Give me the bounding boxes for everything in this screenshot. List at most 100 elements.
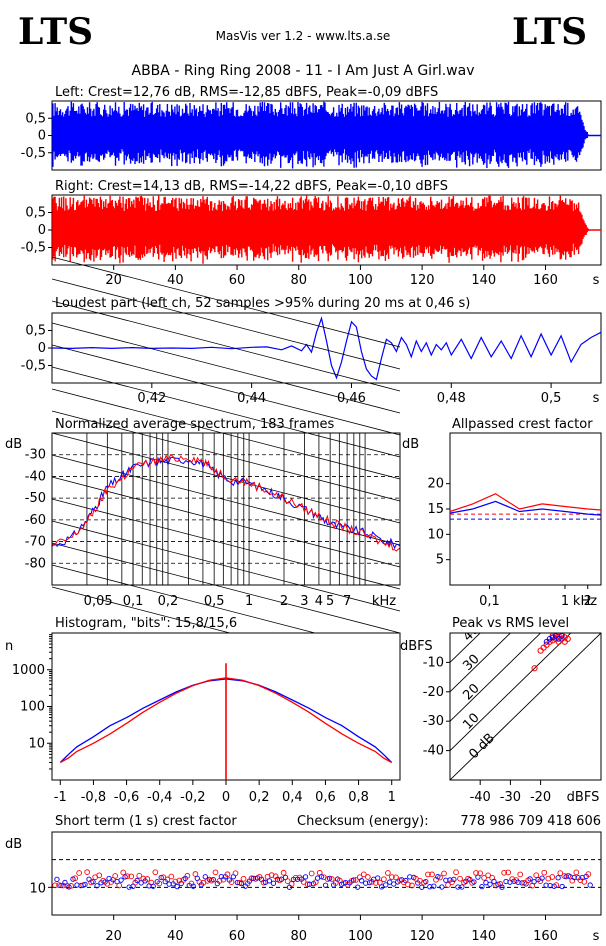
allpass-panel: Allpassed crest factor dB 20 15 10 5 0,1 1 2kH…: [402, 417, 602, 609]
crest-point-blue: [451, 876, 457, 883]
crest-point-blue: [387, 879, 393, 885]
crest-point-red: [72, 875, 78, 882]
loudest-xtick-label: 0,44: [237, 391, 266, 406]
crest-point-red: [172, 878, 179, 885]
histogram-xtick-label: 0,6: [315, 790, 336, 805]
peak-vs-rms-point-red: [531, 665, 538, 672]
crest-point-red: [152, 869, 159, 876]
crest-point-red: [136, 872, 143, 879]
crest-point-blue: [431, 883, 437, 889]
loudest-ytick-label: -0,5: [21, 359, 46, 374]
crest-xunit: s: [593, 929, 600, 944]
crest-point-blue: [54, 876, 60, 883]
crest-xtick-label: 100: [348, 929, 373, 944]
spectrum-slope-line: [51, 498, 401, 590]
allpass-xtick-label: 0,1: [479, 594, 500, 609]
crest-point-blue: [587, 882, 593, 888]
peak-vs-rms-point-red: [561, 638, 568, 645]
peak-vs-rms-ytick-label: -20: [423, 685, 444, 700]
crest-point-blue: [355, 884, 361, 890]
allpass-title: Allpassed crest factor: [452, 417, 593, 432]
crest-xtick-label: 60: [229, 929, 246, 944]
loudest-xtick-label: 0,48: [437, 391, 466, 406]
crest-point-red: [268, 872, 275, 879]
spectrum-xtick-label: 0,2: [158, 594, 179, 609]
spectrum-slope-line: [51, 366, 401, 458]
crest-point-red: [52, 882, 58, 889]
crest-title: Short term (1 s) crest factor: [55, 814, 237, 829]
spectrum-frame: [51, 432, 401, 586]
peak-vs-rms-xtick-label: -20: [530, 790, 551, 805]
p-left-ytick-label: 0: [38, 129, 46, 144]
loudest-part-panel: Loudest part (left ch, 52 samples >95% d…: [21, 296, 602, 406]
p-right-xtick-label: 40: [167, 273, 184, 288]
crest-point-red: [553, 882, 560, 888]
histogram-xtick-label: -0,6: [114, 790, 139, 805]
allpass-xunit: kHz: [573, 594, 597, 609]
crest-point-blue: [350, 877, 357, 883]
crest-point-blue: [270, 880, 277, 886]
peak-vs-rms-diagonal: [450, 633, 542, 722]
peak-vs-rms-point-blue: [546, 635, 553, 642]
crest-point-blue: [423, 878, 429, 885]
p-right-xunit: s: [593, 273, 600, 288]
peak-vs-rms-xunit: dBFS: [567, 790, 600, 805]
spectrum-slope-line: [51, 542, 401, 634]
crest-xtick-label: 140: [471, 929, 496, 944]
crest-point-blue: [190, 883, 196, 889]
crest-point-red: [425, 871, 431, 878]
peak-vs-rms-point-red: [552, 633, 559, 638]
allpass-ytick-label: 15: [427, 502, 444, 517]
p-right-ytick-label: 0,5: [25, 206, 46, 221]
histogram-xtick-label: 0,8: [348, 790, 369, 805]
spectrum-ytick-label: -60: [25, 513, 46, 528]
crest-point-red: [352, 877, 359, 883]
crest-point-blue: [499, 884, 505, 890]
crest-point-red: [84, 869, 91, 876]
crest-point-red: [573, 869, 580, 876]
logo-right: LTS: [512, 11, 587, 53]
loudest-xtick-label: 0,46: [337, 391, 366, 406]
p-right-xtick-label: 20: [105, 273, 122, 288]
crest-point-red: [501, 869, 508, 876]
spectrum-xtick-label: 3: [300, 594, 308, 609]
spectrum-slope-line: [51, 520, 401, 612]
peak-vs-rms-title: Peak vs RMS level: [452, 616, 569, 631]
crest-point-red: [112, 873, 119, 879]
p-right-waveform: [52, 195, 590, 264]
spectrum-title: Normalized average spectrum, 183 frames: [55, 417, 334, 432]
peak-vs-rms-diagonal: [450, 633, 481, 664]
left-channel-title: Left: Crest=12,76 dB, RMS=-12,85 dBFS, P…: [55, 85, 438, 100]
crest-point-red: [429, 871, 435, 878]
histogram-xtick-label: -0,2: [180, 790, 205, 805]
crest-point-blue: [202, 874, 208, 880]
crest-point-blue: [150, 883, 156, 889]
crest-point-red: [557, 870, 564, 876]
peak-vs-rms-point-blue: [558, 633, 565, 639]
crest-point-blue: [266, 878, 273, 884]
peak-vs-rms-xtick-label: -30: [500, 790, 521, 805]
crest-ytick-label: 10: [29, 881, 46, 896]
loudest-part-title: Loudest part (left ch, 52 samples >95% d…: [55, 296, 470, 311]
spectrum-border: [51, 432, 401, 586]
crest-point-red: [505, 869, 512, 876]
crest-point-blue: [302, 874, 309, 880]
spectrum-xtick-label: 0,05: [84, 594, 113, 609]
crest-point-red: [68, 883, 74, 889]
peak-vs-rms-diagonal: [450, 633, 512, 693]
spectrum-xtick-label: 2: [280, 594, 288, 609]
spectrum-slope-line: [51, 322, 401, 414]
loudest-waveform: [51, 316, 602, 381]
crest-point-blue: [238, 880, 245, 887]
checksum-label: Checksum (energy):: [297, 814, 429, 829]
crest-point-red: [120, 869, 127, 876]
crest-ylabel: dB: [5, 837, 22, 852]
spectrum-ytick-label: -50: [25, 491, 46, 506]
crest-xtick-label: 20: [105, 929, 122, 944]
histogram-xtick-label: 0,4: [282, 790, 303, 805]
app-title: MasVis ver 1.2 - www.lts.a.se: [216, 29, 391, 43]
crest-point-blue: [359, 878, 365, 884]
spectrum-slope-line: [51, 476, 401, 568]
